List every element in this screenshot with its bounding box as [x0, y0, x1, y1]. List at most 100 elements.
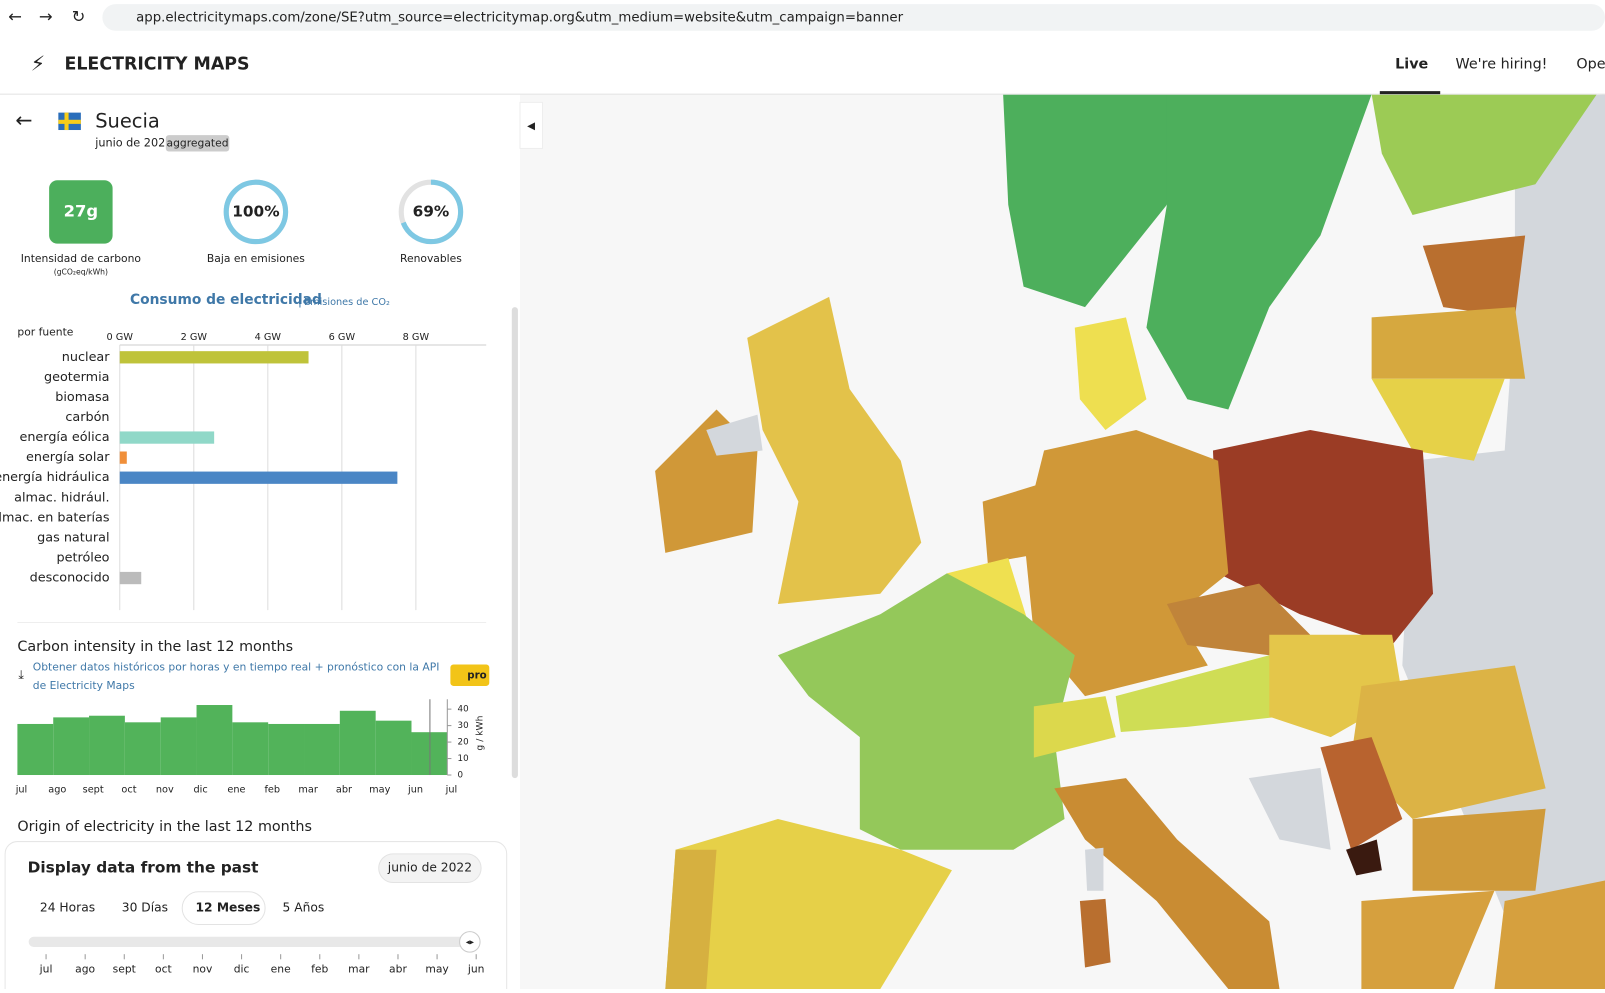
slider-tick-label: sept [113, 963, 136, 976]
history-bar [339, 710, 376, 776]
slider-tick-label: abr [389, 963, 407, 976]
x-tick-label: feb [264, 784, 280, 795]
active-tab [181, 891, 266, 926]
metric-label: Renovables [400, 252, 462, 265]
history-bar [53, 717, 90, 776]
history-bar [17, 723, 54, 776]
collapse-button[interactable] [519, 101, 544, 149]
scrollbar[interactable] [511, 307, 518, 779]
x-tick-label: abr [336, 784, 352, 795]
slider-tick-label: may [425, 963, 449, 976]
gauge-value: 100% [232, 202, 279, 220]
time-tab[interactable]: 24 Horas [40, 901, 95, 915]
url[interactable]: app.electricitymaps.com/zone/SE?utm_sour… [136, 10, 903, 25]
carbon-value: 27g [64, 201, 98, 220]
slider-tick-label: dic [234, 963, 250, 976]
pro-badge[interactable] [450, 664, 490, 686]
slider-tick-label: ago [75, 963, 95, 976]
x-tick-label: may [369, 784, 390, 795]
address-bar[interactable] [102, 4, 1605, 31]
x-tick-label: 4 GW [255, 332, 282, 343]
y-tick-label: 30 [458, 721, 469, 731]
reload-button[interactable]: ↻ [72, 7, 86, 26]
metric-label: Baja en emisiones [207, 252, 305, 265]
pro-label[interactable]: pro [467, 671, 486, 682]
slider-tick-label: jun [467, 963, 485, 976]
y-tick-label: 40 [458, 705, 469, 715]
svg-text:|: | [298, 293, 302, 308]
consumption-tab[interactable]: Consumo de electricidad [130, 292, 322, 308]
category-label: energía eólica [19, 430, 109, 445]
x-tick-label: ago [48, 784, 66, 795]
category-label: nuclear [62, 350, 110, 365]
forward-button[interactable]: → [39, 7, 53, 26]
history-bar [124, 722, 161, 776]
bar [119, 351, 309, 364]
category-label: petróleo [56, 550, 109, 565]
nav-item[interactable]: Ope [1576, 56, 1605, 72]
controller-title: Display data from the past [28, 859, 259, 877]
x-tick-label: jul [15, 784, 28, 795]
history-bar [375, 720, 412, 776]
x-tick-label: 8 GW [403, 332, 430, 343]
bar [119, 471, 398, 484]
time-tab[interactable]: 30 Días [122, 901, 168, 915]
back-button[interactable]: ← [8, 7, 22, 26]
nav-item[interactable]: We're hiring! [1456, 56, 1548, 72]
emissions-tab[interactable]: Emisiones de CO₂ [304, 297, 390, 308]
x-tick-label: dic [194, 784, 208, 795]
x-tick-label: 0 GW [107, 332, 134, 343]
slider-tick-label: feb [311, 963, 328, 976]
svg-text:◀: ◀ [527, 121, 535, 132]
axis-caption: por fuente [17, 326, 73, 339]
map[interactable] [519, 94, 1605, 989]
slider-tick-label: nov [193, 963, 213, 976]
category-label: carbón [65, 410, 109, 425]
slider-track[interactable] [28, 936, 476, 948]
history-bar [304, 723, 340, 776]
tag-box [165, 135, 230, 152]
back-arrow[interactable]: ← [15, 108, 32, 132]
x-tick-label: 6 GW [329, 332, 356, 343]
category-label: almac. hidrául. [14, 490, 109, 505]
date-pill[interactable] [378, 853, 482, 884]
category-label: biomasa [55, 390, 109, 405]
time-tab[interactable]: 5 Años [283, 901, 325, 915]
y-axis-label: g / kWh [475, 715, 486, 750]
selected-date[interactable]: junio de 2022 [387, 861, 472, 875]
time-tab[interactable]: 12 Meses [196, 901, 261, 915]
gauge-arc [223, 179, 289, 245]
carbon-box [49, 180, 113, 244]
zone-date: junio de 2022 [94, 136, 172, 149]
y-tick-label: 20 [458, 738, 469, 748]
x-tick-label: jul [445, 784, 458, 795]
logo[interactable]: ⚡ [31, 51, 45, 75]
slider-tick-label: jul [39, 963, 53, 976]
bar [119, 431, 215, 444]
x-tick-label: jun [407, 784, 423, 795]
section-title: Origin of electricity in the last 12 mon… [17, 819, 312, 835]
x-tick-label: sept [83, 784, 104, 795]
tag: aggregated [167, 136, 229, 149]
brand[interactable]: ELECTRICITY MAPS [64, 54, 249, 74]
category-label: energía solar [26, 450, 110, 465]
slider-tick-label: ene [271, 963, 291, 976]
x-tick-label: ene [227, 784, 245, 795]
section-title: Carbon intensity in the last 12 months [17, 639, 293, 655]
slider-knob[interactable] [459, 931, 481, 953]
y-tick-label: 0 [458, 771, 464, 781]
nav-item[interactable]: Live [1395, 56, 1428, 72]
x-tick-label: oct [121, 784, 136, 795]
zone-panel [0, 95, 520, 989]
api-link[interactable]: Obtener datos históricos por horas y en … [32, 661, 440, 693]
gauge-arc [398, 179, 464, 245]
gauge-value: 69% [413, 202, 450, 220]
bar [119, 451, 127, 464]
x-tick-label: mar [298, 784, 317, 795]
category-label: geotermia [44, 370, 110, 385]
category-label: gas natural [37, 530, 109, 545]
svg-text:◂▸: ◂▸ [466, 936, 475, 946]
category-label: desconocido [30, 571, 110, 586]
